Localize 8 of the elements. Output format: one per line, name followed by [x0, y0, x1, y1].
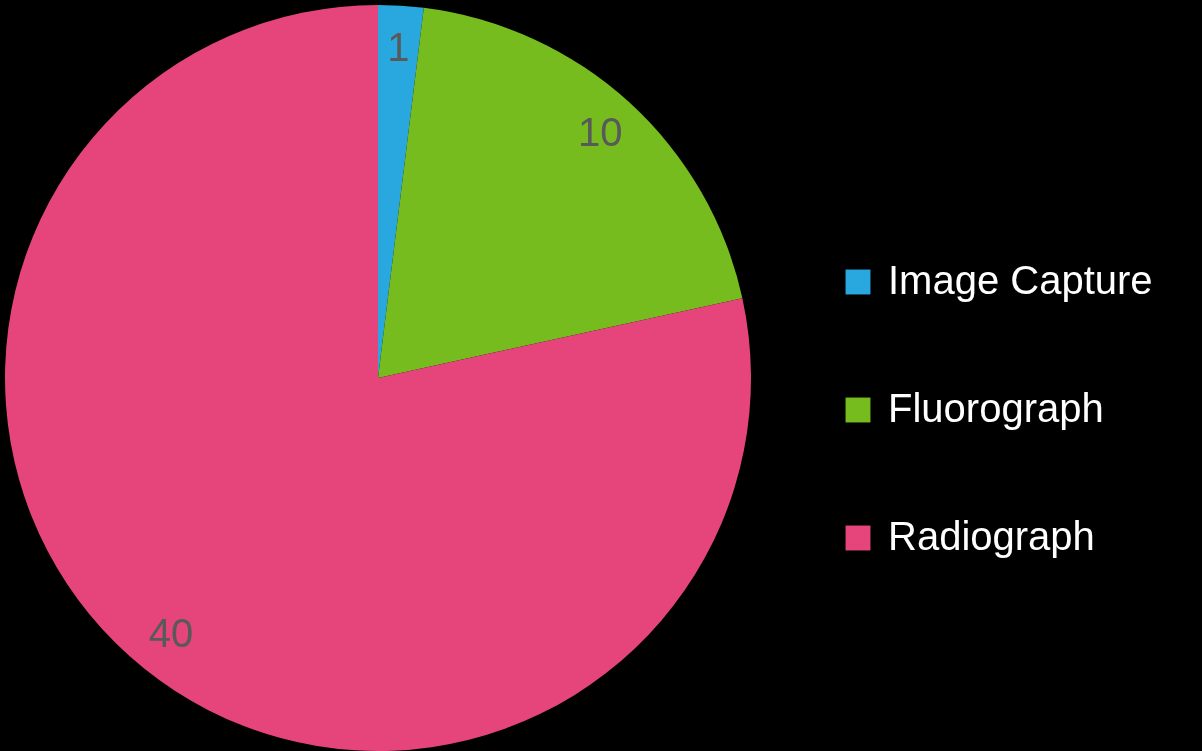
data-label: 40 — [148, 611, 194, 656]
legend-label: Fluorograph — [888, 386, 1104, 430]
pie-slice — [378, 7, 743, 378]
pie-slice — [5, 5, 751, 751]
legend-label: Radiograph — [888, 514, 1095, 558]
data-label: 1 — [387, 24, 410, 69]
legend-label: Image Capture — [888, 258, 1153, 302]
data-label: 10 — [578, 110, 623, 155]
